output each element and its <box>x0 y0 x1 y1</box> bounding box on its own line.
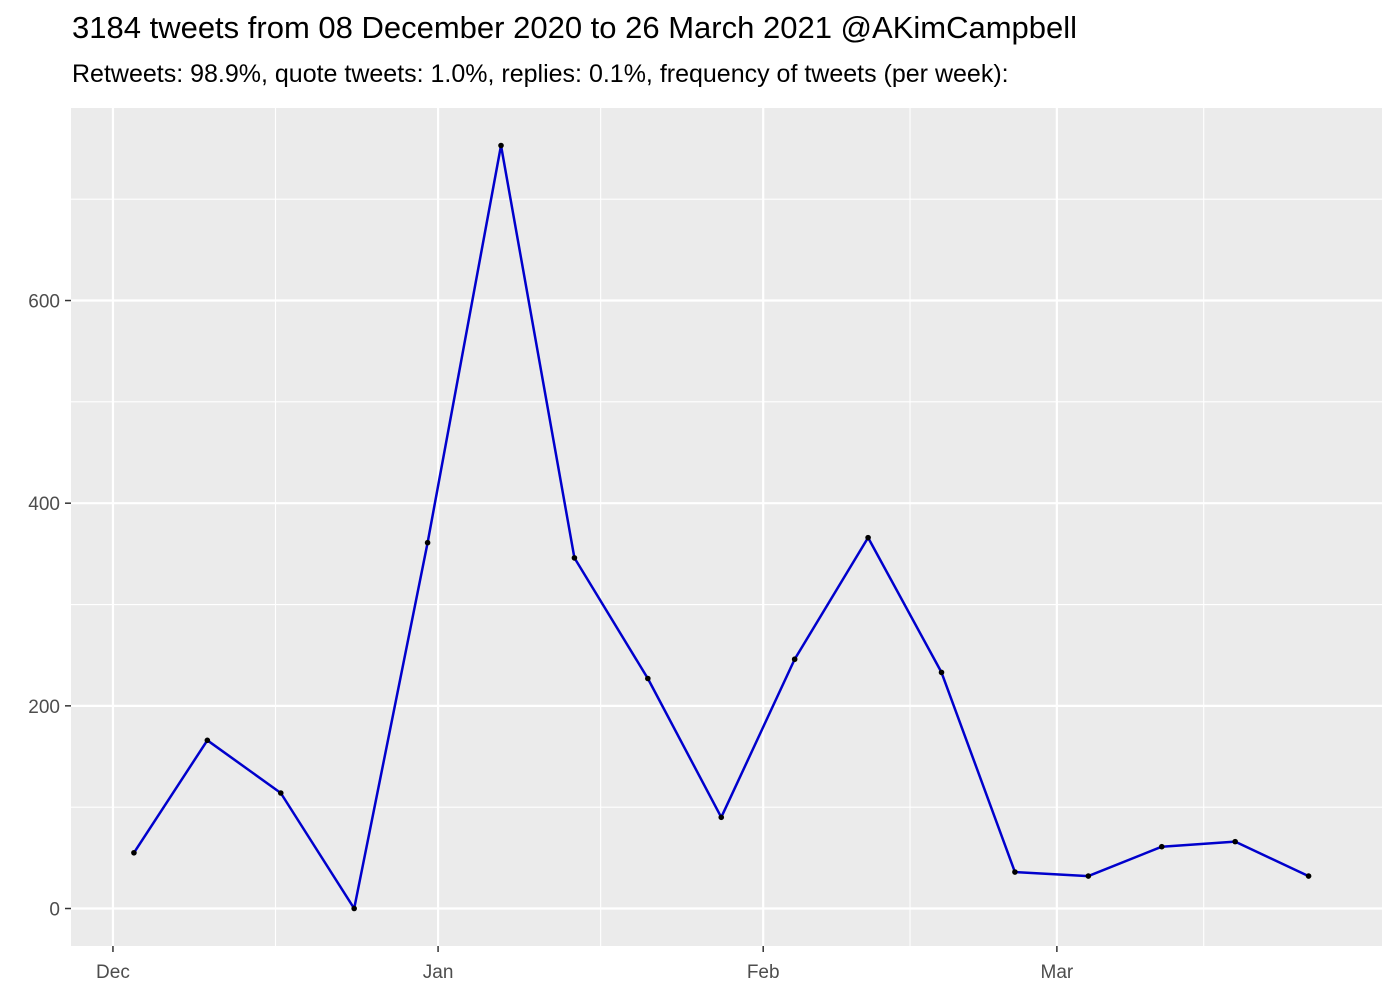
data-point <box>424 539 431 546</box>
data-point <box>351 905 357 912</box>
data-point <box>1232 838 1238 845</box>
chart-title: 3184 tweets from 08 December 2020 to 26 … <box>72 10 1078 45</box>
data-point <box>277 790 284 796</box>
y-tick-label: 600 <box>28 292 60 313</box>
data-point <box>1085 873 1092 879</box>
chart-subtitle: Retweets: 98.9%, quote tweets: 1.0%, rep… <box>72 60 1009 88</box>
x-tick-label: Dec <box>96 962 130 983</box>
data-point <box>571 555 578 561</box>
x-tick-label: Mar <box>1041 962 1074 983</box>
y-tick-label: 0 <box>49 900 60 921</box>
data-point <box>1305 873 1312 879</box>
data-point <box>1158 843 1165 850</box>
x-tick-label: Jan <box>423 962 454 983</box>
y-tick-label: 400 <box>28 494 60 515</box>
data-point <box>204 737 211 744</box>
data-point <box>1012 869 1018 875</box>
data-point <box>938 669 945 676</box>
plot-panel <box>71 108 1382 946</box>
data-point <box>791 656 798 663</box>
data-point <box>645 675 651 682</box>
data-point <box>718 814 725 821</box>
x-tick-label: Feb <box>747 962 780 983</box>
data-point <box>865 534 871 541</box>
y-tick-label: 200 <box>28 697 60 718</box>
data-point <box>131 849 137 856</box>
data-point <box>498 142 504 149</box>
